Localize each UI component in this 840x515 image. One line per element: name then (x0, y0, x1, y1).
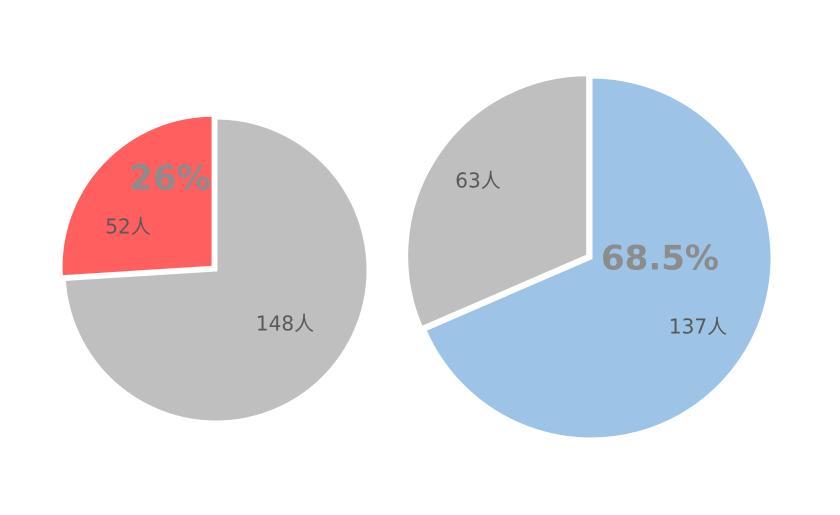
pie-slice (59, 113, 215, 279)
annotation: 26% (129, 159, 210, 199)
pie-slice (405, 73, 590, 330)
annotation: 68.5% (601, 239, 719, 279)
data-label: 63人 (455, 169, 500, 193)
pie-slice (62, 116, 370, 424)
data-label: 148人 (256, 312, 314, 336)
data-label: 137人 (669, 315, 727, 339)
pie-slice (422, 75, 774, 441)
data-label: 52人 (105, 215, 150, 239)
